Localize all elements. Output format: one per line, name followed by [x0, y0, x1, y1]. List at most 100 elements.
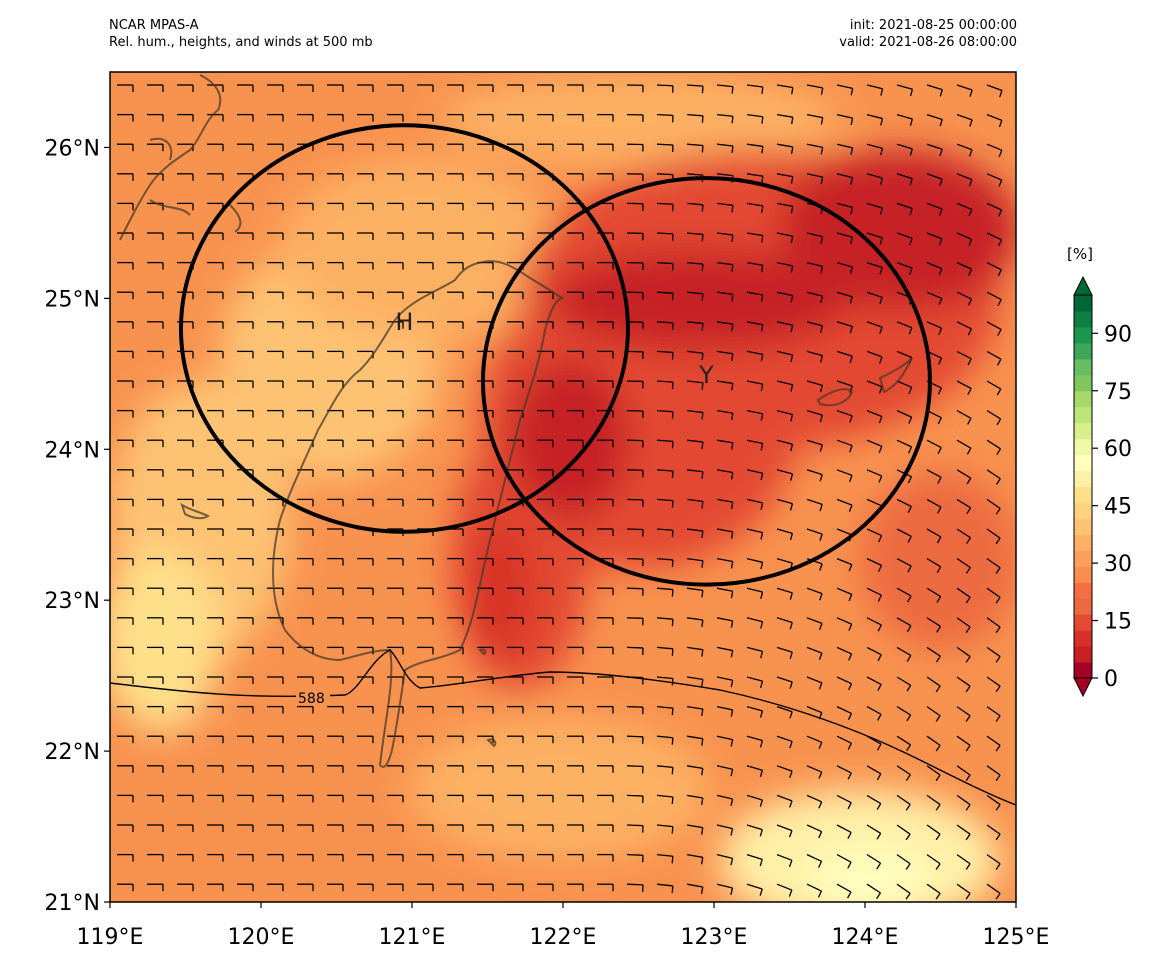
wind-barb: [417, 587, 434, 596]
colorbar-segment: [1074, 342, 1092, 360]
wind-barb: [956, 735, 971, 752]
wind-barb: [686, 84, 704, 94]
x-tick-label: 123°E: [681, 925, 748, 950]
wind-barb: [417, 232, 434, 240]
wind-barb: [477, 84, 494, 92]
wind-barb: [117, 498, 134, 507]
wind-barb: [147, 735, 164, 744]
wind-barb: [567, 409, 584, 418]
wind-barb: [237, 528, 254, 536]
wind-barb: [147, 557, 164, 566]
wind-barb: [237, 557, 254, 566]
wind-barb: [836, 587, 853, 602]
wind-barb: [746, 557, 764, 570]
wind-barb: [686, 232, 704, 242]
wind-barb: [866, 291, 883, 305]
wind-barb: [267, 765, 284, 773]
wind-barb: [417, 439, 434, 448]
colorbar-frame: [1073, 294, 1093, 679]
wind-barb: [626, 439, 644, 448]
wind-barb: [537, 735, 554, 744]
wind-barb: [297, 380, 314, 388]
wind-barb: [447, 794, 464, 803]
contour-label-bg: [296, 688, 330, 705]
wind-barb: [776, 173, 794, 184]
wind-barb: [147, 646, 164, 655]
wind-barb: [447, 705, 464, 714]
wind-barb: [567, 84, 584, 92]
wind-barb: [207, 735, 224, 744]
wind-barb: [776, 380, 794, 392]
wind-barb: [387, 291, 404, 300]
wind-barb: [746, 617, 764, 629]
wind-barb: [926, 113, 943, 127]
wind-barb: [537, 705, 554, 714]
wind-barb: [177, 883, 194, 892]
wind-barb: [567, 469, 584, 477]
wind-barb: [237, 853, 254, 862]
wind-barb: [267, 883, 284, 892]
wind-barb: [686, 350, 704, 361]
wind-barb: [327, 824, 344, 832]
wind-barb: [327, 113, 344, 122]
wind-barb: [327, 291, 344, 300]
wind-barb: [297, 498, 314, 507]
wind-barb: [716, 528, 734, 539]
wind-barb: [537, 84, 554, 92]
wind-barb: [267, 291, 284, 300]
wind-barb: [207, 528, 224, 536]
wind-barb: [327, 143, 344, 152]
wind-barb: [716, 291, 734, 302]
wind-barb: [327, 557, 344, 566]
wind-barb: [656, 528, 674, 538]
wind-barb: [866, 587, 882, 602]
wind-barb: [746, 173, 764, 184]
wind-barb: [477, 113, 494, 122]
wind-barb: [177, 409, 194, 418]
wind-barb: [357, 113, 374, 122]
wind-barb: [387, 469, 404, 477]
wind-barb: [986, 291, 1002, 307]
wind-barb: [806, 735, 823, 750]
wind-barb: [597, 853, 614, 862]
wind-barb: [267, 587, 284, 596]
wind-barb: [806, 854, 823, 868]
wind-barb: [147, 765, 164, 773]
wind-barb: [417, 113, 434, 122]
wind-barb: [597, 173, 614, 181]
wind-barb: [746, 765, 763, 778]
wind-barb: [357, 232, 374, 240]
wind-barb: [926, 84, 943, 97]
wind-barb: [357, 883, 374, 892]
wind-barb: [147, 84, 164, 92]
wind-barb: [776, 261, 794, 273]
wind-barb: [177, 113, 194, 122]
wind-barb: [686, 735, 704, 746]
wind-barb: [297, 232, 314, 240]
wind-barb: [896, 765, 911, 781]
wind-barb: [327, 173, 344, 181]
wind-barb: [716, 439, 734, 450]
wind-barb: [567, 113, 584, 122]
wind-barb: [537, 617, 554, 625]
wind-barb: [357, 646, 374, 655]
wind-barb: [896, 528, 912, 543]
wind-barb: [387, 646, 404, 655]
wind-barb: [626, 646, 644, 655]
wind-barb: [986, 706, 1001, 722]
wind-barb: [656, 705, 674, 716]
wind-barb: [956, 202, 973, 217]
wind-barb: [507, 794, 524, 803]
valid-time: valid: 2021-08-26 08:00:00: [839, 35, 1017, 50]
wind-barb: [297, 409, 314, 418]
wind-barb: [387, 498, 404, 507]
wind-barb: [806, 409, 823, 423]
wind-barb: [716, 350, 734, 361]
wind-barb: [836, 794, 852, 810]
wind-barb: [626, 824, 644, 833]
wind-barb: [806, 380, 824, 393]
wind-barb: [267, 439, 284, 448]
wind-barb: [477, 380, 494, 388]
wind-barb: [836, 883, 852, 899]
wind-barb: [237, 202, 254, 211]
